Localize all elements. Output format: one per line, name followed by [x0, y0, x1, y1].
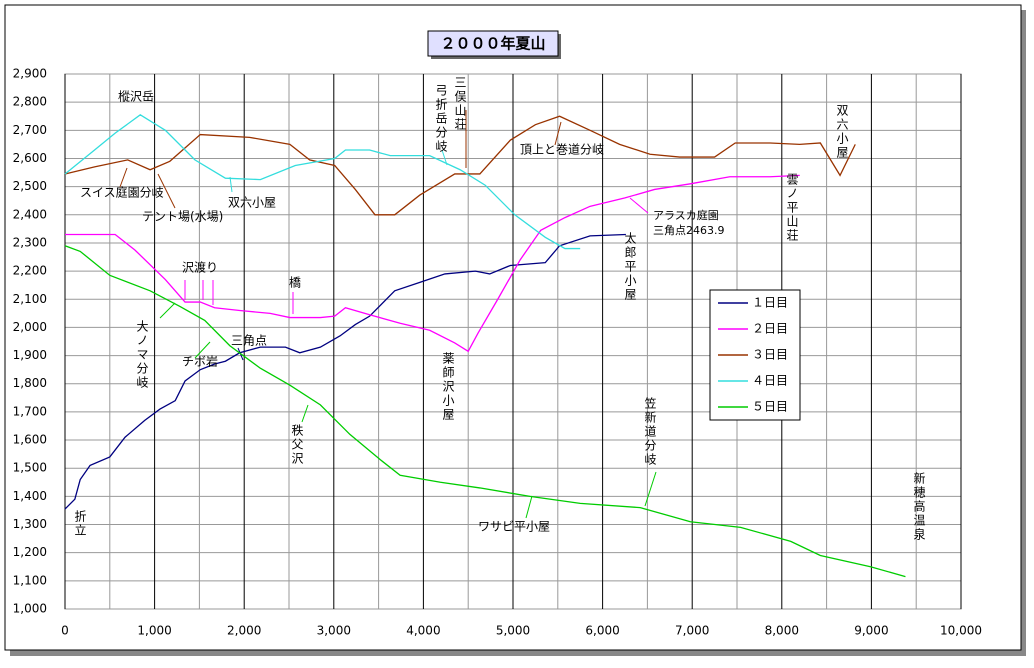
- x-tick-label: 10,000: [940, 624, 982, 638]
- legend-label: ５日目: [752, 400, 788, 414]
- y-tick-label: 2,100: [13, 292, 47, 306]
- annotation: 大ノマ分岐: [135, 320, 149, 390]
- annotation: 樅沢岳: [118, 90, 154, 104]
- legend-label: ２日目: [752, 322, 788, 336]
- y-tick-label: 1,600: [13, 433, 47, 447]
- x-tick-label: 9,000: [854, 624, 888, 638]
- y-tick-label: 2,800: [13, 95, 47, 109]
- y-tick-label: 2,700: [13, 123, 47, 137]
- legend-label: ４日目: [752, 374, 788, 388]
- y-tick-label: 1,700: [13, 404, 47, 418]
- y-tick-label: 2,900: [13, 67, 47, 81]
- arrow: [525, 495, 533, 519]
- y-tick-label: 2,200: [13, 264, 47, 278]
- annotation: 三角点2463.9: [653, 224, 725, 237]
- series-line: [65, 174, 800, 353]
- annotation: ワサビ平小屋: [478, 520, 550, 534]
- x-tick-label: 0: [61, 624, 69, 638]
- arrow: [157, 173, 176, 209]
- annotation: 太郎平小屋: [623, 231, 637, 302]
- annotation: 双六小屋: [228, 196, 276, 210]
- y-tick-label: 2,400: [13, 207, 47, 221]
- annotation: 三角点: [231, 334, 267, 348]
- y-tick-label: 1,100: [13, 573, 47, 587]
- arrow: [644, 471, 657, 507]
- y-tick-label: 1,000: [13, 602, 47, 616]
- legend-label: ３日目: [752, 348, 788, 362]
- annotation: 新穂高温泉: [912, 471, 926, 542]
- y-tick-label: 1,500: [13, 461, 47, 475]
- y-tick-label: 1,300: [13, 517, 47, 531]
- annotation: 折立: [73, 509, 87, 538]
- annotation: 橋: [289, 276, 301, 290]
- y-tick-label: 1,400: [13, 489, 47, 503]
- series-line: [64, 114, 581, 250]
- annotation: 三俣山荘: [453, 76, 467, 132]
- annotation: 頂上と巻道分岐: [520, 143, 604, 157]
- arrow: [301, 404, 309, 423]
- annotation: スイス庭園分岐: [80, 185, 164, 200]
- arrow: [441, 149, 448, 166]
- annotation: 沢渡り: [182, 260, 218, 275]
- arrow: [629, 197, 649, 214]
- x-tick-label: 5,000: [496, 624, 530, 638]
- arrow: [194, 341, 211, 359]
- x-tick-label: 2,000: [227, 624, 261, 638]
- x-tick-label: 3,000: [317, 624, 351, 638]
- title-box: [427, 30, 559, 57]
- annotation: 雲ノ平山荘: [785, 173, 799, 243]
- y-tick-label: 2,600: [13, 151, 47, 165]
- annotation: 秩父沢: [290, 424, 304, 466]
- x-tick-label: 4,000: [406, 624, 440, 638]
- arrow: [554, 121, 562, 146]
- y-tick-label: 2,500: [13, 179, 47, 193]
- annotation: 双六小屋: [835, 104, 849, 160]
- x-tick-label: 1,000: [137, 624, 171, 638]
- x-tick-label: 6,000: [585, 624, 619, 638]
- annotation: 笠新道分岐: [643, 396, 657, 467]
- series-line: [64, 233, 626, 510]
- legend-label: １日目: [752, 296, 788, 310]
- y-tick-label: 1,900: [13, 348, 47, 362]
- annotation: テント場(水場): [142, 210, 223, 224]
- annotation: 弓折岳分岐: [434, 84, 448, 154]
- y-tick-label: 1,200: [13, 545, 47, 559]
- annotation: チボ岩: [182, 354, 218, 369]
- y-tick-label: 2,300: [13, 235, 47, 249]
- x-tick-label: 7,000: [675, 624, 709, 638]
- annotation: アラスカ庭園: [653, 208, 719, 222]
- x-tick-label: 8,000: [765, 624, 799, 638]
- y-tick-label: 1,800: [13, 376, 47, 390]
- annotation: 薬師沢小屋: [441, 352, 455, 422]
- arrow: [119, 167, 128, 188]
- chart-title: ２０００年夏山: [440, 35, 545, 53]
- series-line: [64, 245, 906, 578]
- arrow: [159, 302, 176, 319]
- y-tick-label: 2,000: [13, 320, 47, 334]
- arrow: [229, 176, 233, 193]
